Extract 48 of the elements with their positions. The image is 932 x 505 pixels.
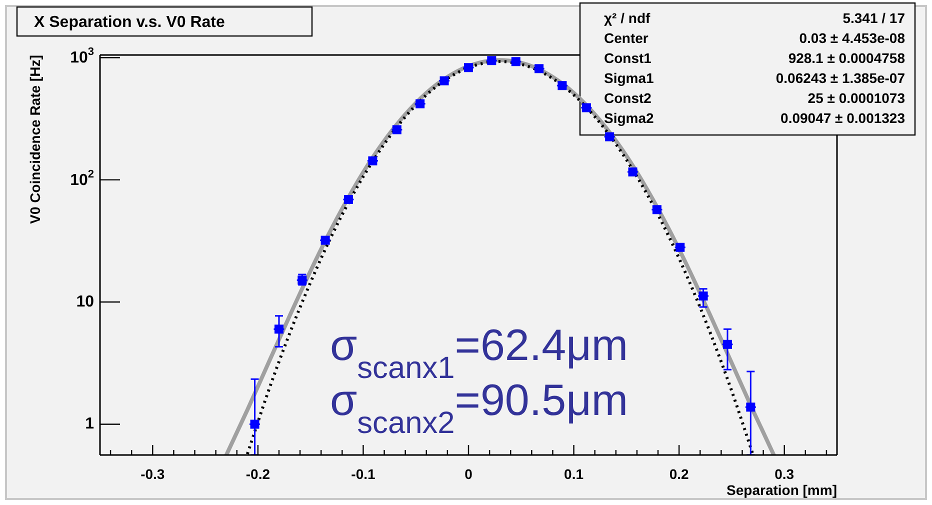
point bbox=[723, 340, 732, 349]
text: 0.03 ± 4.453e-08 bbox=[799, 30, 906, 46]
point bbox=[464, 63, 473, 72]
annotation: σ$_{scanx1}$=62.4μm bbox=[330, 321, 628, 384]
point bbox=[698, 292, 708, 300]
annotation: 0.09047 ± 0.001323 bbox=[780, 110, 906, 126]
x-axis-title: Separation [mm] bbox=[726, 482, 837, 498]
x-tick-label: 0.3 bbox=[774, 466, 794, 482]
point bbox=[344, 194, 353, 204]
point bbox=[320, 236, 330, 245]
annotation: 0.06243 ± 1.385e-07 bbox=[776, 70, 906, 86]
x-tick-label: 0 bbox=[464, 466, 473, 482]
y-tick-label: 1 bbox=[85, 416, 94, 433]
point bbox=[628, 167, 638, 176]
point bbox=[274, 324, 284, 334]
point bbox=[746, 402, 756, 412]
x-tick-label: -0.2 bbox=[246, 466, 270, 482]
y-tick-label: 10 bbox=[76, 294, 94, 311]
y-tick-label: 10$^{3}$ bbox=[70, 46, 94, 66]
annotation: Sigma1 bbox=[604, 70, 654, 86]
x-tick-label: 0.2 bbox=[669, 466, 690, 482]
point bbox=[440, 76, 449, 86]
point bbox=[511, 57, 520, 66]
annotation: Const1 bbox=[604, 50, 652, 66]
annotation: Sigma2 bbox=[604, 110, 654, 126]
point bbox=[250, 420, 260, 429]
point bbox=[605, 132, 614, 142]
annotation: 25 ± 0.0001073 bbox=[808, 90, 906, 106]
chart-title: X Separation v.s. V0 Rate bbox=[34, 14, 225, 31]
annotation: Const2 bbox=[604, 90, 652, 106]
x-tick-label: -0.1 bbox=[351, 466, 376, 482]
point bbox=[558, 81, 567, 90]
point bbox=[534, 64, 544, 74]
point bbox=[416, 99, 425, 108]
point bbox=[368, 156, 378, 166]
point bbox=[487, 56, 496, 66]
annotation: 928.1 ± 0.0004758 bbox=[788, 50, 906, 66]
point bbox=[652, 205, 662, 214]
y-axis-title: V0 Coincidence Rate [Hz] bbox=[27, 55, 43, 224]
point bbox=[392, 125, 402, 134]
x-tick-label: -0.3 bbox=[140, 466, 165, 482]
y-tick-label: 10$^{2}$ bbox=[70, 168, 94, 188]
x-tick-label: 0.1 bbox=[564, 466, 584, 482]
point bbox=[582, 103, 591, 112]
text: Center bbox=[604, 30, 649, 46]
point bbox=[676, 242, 685, 252]
text: 5.341 / 17 bbox=[842, 10, 906, 26]
text: χ² / ndf bbox=[604, 10, 650, 26]
